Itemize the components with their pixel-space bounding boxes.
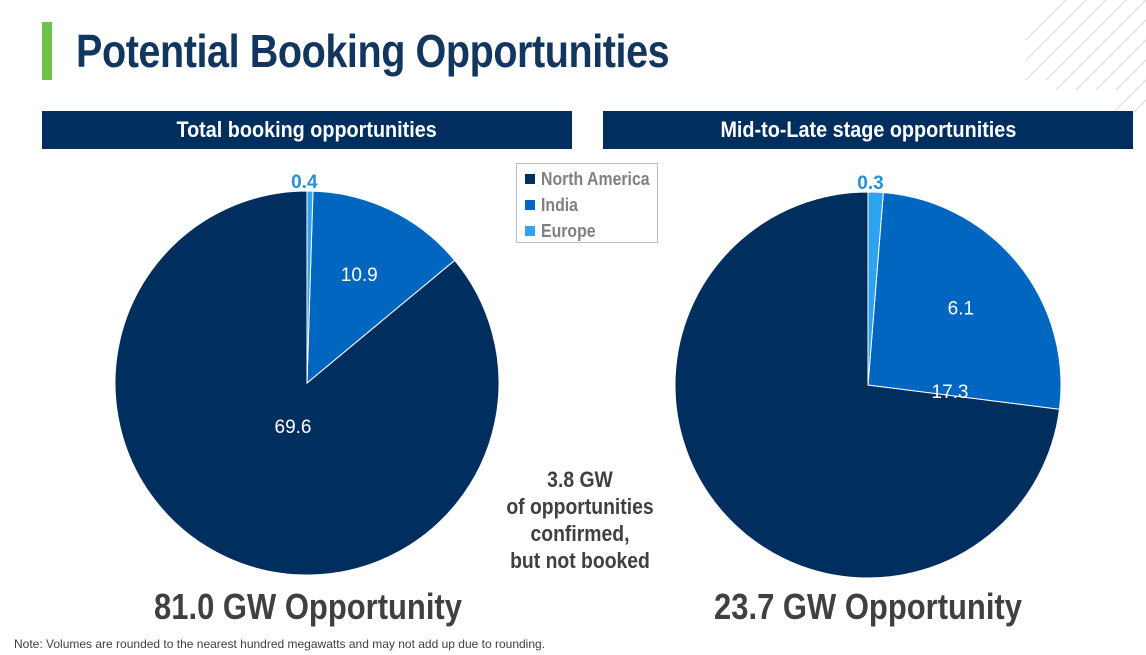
- right-panel-header: Mid-to-Late stage opportunities: [603, 111, 1133, 149]
- title-accent-bar: [42, 22, 52, 80]
- legend-label-europe: Europe: [541, 220, 596, 241]
- right-pie-label-india: 6.1: [948, 299, 974, 320]
- center-note-line-3: confirmed,: [530, 521, 630, 546]
- legend-item-india: India: [525, 192, 657, 218]
- page-title: Potential Booking Opportunities: [76, 25, 670, 77]
- legend-swatch-india: [525, 200, 535, 210]
- right-pie-label-north-america: 17.3: [932, 382, 969, 403]
- legend-swatch-europe: [525, 226, 535, 236]
- right-pie-label-europe: 0.3: [857, 173, 883, 194]
- right-pie-slice-europe: [867, 191, 884, 386]
- left-panel-title: Total booking opportunities: [176, 117, 438, 142]
- legend-label-india: India: [541, 194, 578, 215]
- legend-item-europe: Europe: [525, 218, 657, 244]
- legend: North America India Europe: [516, 163, 658, 243]
- center-note: 3.8 GW of opportunities confirmed, but n…: [470, 466, 690, 574]
- left-pie-slice-india: [306, 190, 456, 385]
- left-total-text: 81.0 GW Opportunity: [154, 586, 462, 627]
- left-pie-slice-europe: [306, 190, 314, 384]
- center-note-line-4: but not booked: [510, 548, 650, 573]
- center-note-line-1: 3.8 GW: [547, 467, 613, 492]
- footnote: Note: Volumes are rounded to the nearest…: [14, 637, 546, 651]
- legend-item-north-america: North America: [525, 166, 657, 192]
- right-total-text: 23.7 GW Opportunity: [714, 586, 1022, 627]
- center-note-line-2: of opportunities: [506, 494, 654, 519]
- left-total-label: 81.0 GW Opportunity: [98, 585, 518, 629]
- left-pie-label-europe: 0.4: [291, 172, 318, 193]
- right-total-label: 23.7 GW Opportunity: [658, 585, 1078, 629]
- legend-swatch-north-america: [525, 174, 535, 184]
- legend-label-north-america: North America: [541, 168, 650, 189]
- right-panel-title: Mid-to-Late stage opportunities: [720, 117, 1016, 142]
- right-pie-slice-india: [867, 192, 1062, 410]
- left-panel-header: Total booking opportunities: [42, 111, 572, 149]
- left-pie-label-north-america: 69.6: [275, 417, 312, 438]
- right-pie-slice-north-america: [674, 191, 1061, 579]
- left-pie-label-india: 10.9: [341, 265, 378, 286]
